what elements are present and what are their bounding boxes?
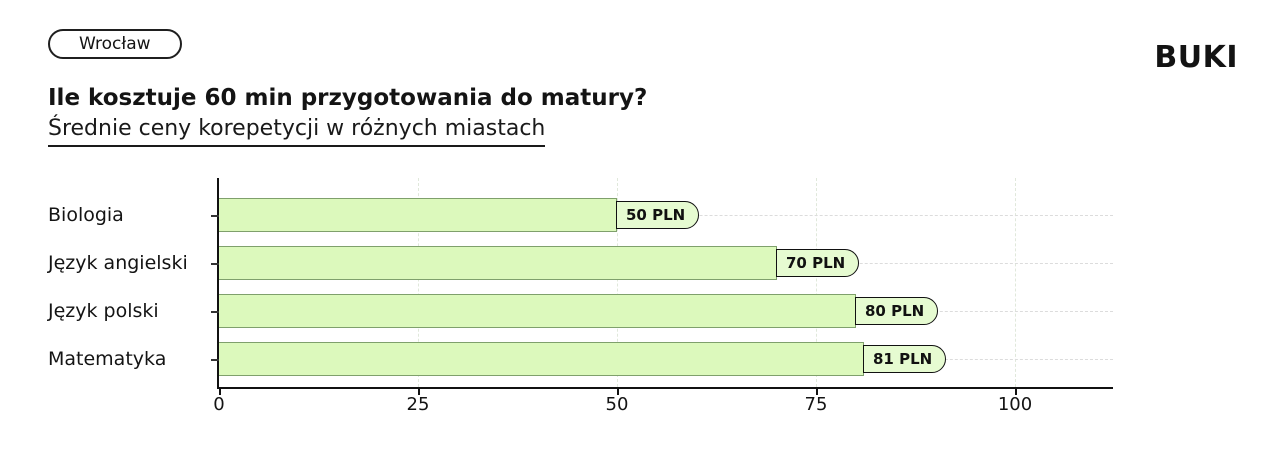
buki-logo: BUKI [1154,40,1238,75]
bar-matematyka [219,342,864,376]
y-axis-tick-j-zyk-polski [211,311,219,313]
x-axis-tick-label-50: 50 [605,394,629,415]
value-label-j-zyk-polski: 80 PLN [855,297,939,325]
value-label-matematyka: 81 PLN [863,345,947,373]
vertical-gridline-50 [617,178,618,387]
bar-biologia [219,198,617,232]
bar-j-zyk-angielski [219,246,777,280]
x-axis-tick-label-25: 25 [406,394,430,415]
chart-title: Ile kosztuje 60 min przygotowania do mat… [48,85,648,111]
category-label-j-zyk-polski: Język polski [48,300,159,322]
category-label-biologia: Biologia [48,204,124,226]
y-axis-tick-j-zyk-angielski [211,263,219,265]
x-axis-tick-labels: 0 25 50 75 100 [213,394,1115,420]
y-axis-tick-biologia [211,215,219,217]
x-axis-tick-25 [418,389,420,395]
x-axis-tick-50 [617,389,619,395]
x-axis-tick-label-0: 0 [213,394,225,415]
vertical-gridline-25 [418,178,419,387]
value-label-biologia: 50 PLN [616,201,700,229]
city-chip-label: Wrocław [79,34,151,54]
x-axis-tick-0 [219,389,221,395]
bar-j-zyk-polski [219,294,856,328]
x-axis-tick-label-100: 100 [997,394,1033,415]
y-axis-tick-matematyka [211,359,219,361]
value-label-j-zyk-angielski: 70 PLN [776,249,860,277]
category-label-matematyka: Matematyka [48,348,167,370]
vertical-gridline-100 [1015,178,1016,387]
city-chip: Wrocław [48,29,182,59]
y-axis-category-labels: Biologia Język angielski Język polski Matem… [48,178,213,389]
vertical-gridline-75 [816,178,817,387]
chart-subtitle: Średnie ceny korepetycji w różnych miast… [48,116,546,147]
category-label-j-zyk-angielski: Język angielski [48,252,188,274]
x-axis-tick-label-75: 75 [804,394,828,415]
bar-chart-plot-area: 50 PLN 70 PLN 80 PLN 81 PLN [211,178,1113,395]
x-axis-tick-100 [1015,389,1017,395]
x-axis-tick-75 [816,389,818,395]
